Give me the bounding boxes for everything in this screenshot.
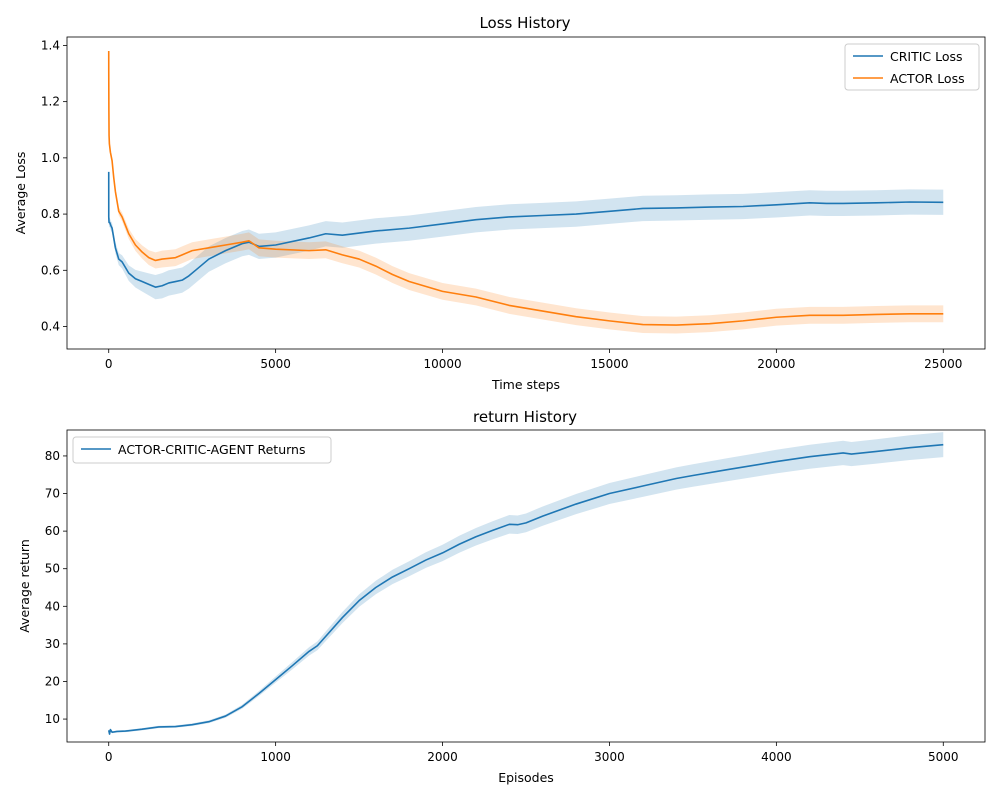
legend-label-returns: ACTOR-CRITIC-AGENT Returns: [118, 442, 305, 457]
y-tick-label: 1.2: [41, 95, 60, 109]
y-tick-label: 10: [45, 712, 60, 726]
line-actor-critic-agent-returns: [107, 443, 944, 735]
y-tick-label: 40: [45, 599, 60, 613]
line-critic-loss: [107, 171, 944, 288]
confidence-bands: [108, 432, 944, 736]
x-tick-label: 15000: [590, 357, 628, 371]
plot-frame: [66, 429, 986, 743]
confidence-bands: [108, 48, 944, 334]
y-tick-label: 30: [45, 637, 60, 651]
x-tick-label: 25000: [924, 357, 962, 371]
legend-label-actor-loss: ACTOR Loss: [890, 71, 965, 86]
x-tick-label: 1000: [260, 750, 291, 764]
y-tick-label: 1.4: [41, 38, 60, 52]
line-actor-loss: [107, 51, 944, 326]
y-tick-label: 80: [45, 449, 60, 463]
x-tick-label: 20000: [757, 357, 795, 371]
chart-title: return History: [473, 408, 577, 426]
x-tick-label: 5000: [928, 750, 959, 764]
x-tick-label: 3000: [594, 750, 625, 764]
y-tick-label: 0.8: [41, 207, 60, 221]
y-tick-label: 1.0: [41, 151, 60, 165]
y-tick-label: 70: [45, 487, 60, 501]
y-tick-label: 20: [45, 674, 60, 688]
plot-frame: [66, 36, 986, 350]
y-tick-label: 0.4: [41, 320, 60, 334]
legend-label-critic-loss: CRITIC Loss: [890, 49, 963, 64]
x-tick-label: 5000: [260, 357, 291, 371]
y-axis-label: Average Loss: [13, 152, 28, 235]
legend: CRITIC Loss ACTOR Loss: [844, 43, 980, 91]
x-axis-ticks: 0 1000 2000 3000 4000 5000: [105, 742, 959, 764]
x-axis-ticks: 0 5000 10000 15000 20000 25000: [105, 349, 962, 371]
x-tick-label: 10000: [423, 357, 461, 371]
x-tick-label: 0: [105, 357, 113, 371]
y-tick-label: 50: [45, 562, 60, 576]
x-axis-label: Episodes: [498, 770, 554, 785]
legend-box: [72, 436, 332, 464]
y-axis-ticks: 10 20 30 40 50 60 70 80: [45, 449, 67, 726]
band-actor-critic-agent-returns: [108, 432, 944, 736]
chart-title: Loss History: [479, 14, 570, 32]
band-critic-loss: [108, 167, 944, 300]
y-axis-label: Average return: [17, 539, 32, 633]
x-tick-label: 2000: [427, 750, 458, 764]
x-axis-label: Time steps: [491, 377, 560, 392]
return-history-chart: return History 0 1000 2000 3000 4000 5000 10 2…: [17, 408, 986, 785]
x-tick-label: 4000: [761, 750, 792, 764]
series-lines: [107, 443, 944, 735]
series-lines: [107, 51, 944, 326]
x-tick-label: 0: [105, 750, 113, 764]
y-axis-ticks: 0.4 0.6 0.8 1.0 1.2 1.4: [41, 38, 67, 334]
y-tick-label: 60: [45, 524, 60, 538]
legend: ACTOR-CRITIC-AGENT Returns: [72, 436, 332, 464]
y-tick-label: 0.6: [41, 263, 60, 277]
loss-history-chart: Loss History 0 5000 10000 15000 20000 25000 0…: [13, 14, 986, 392]
